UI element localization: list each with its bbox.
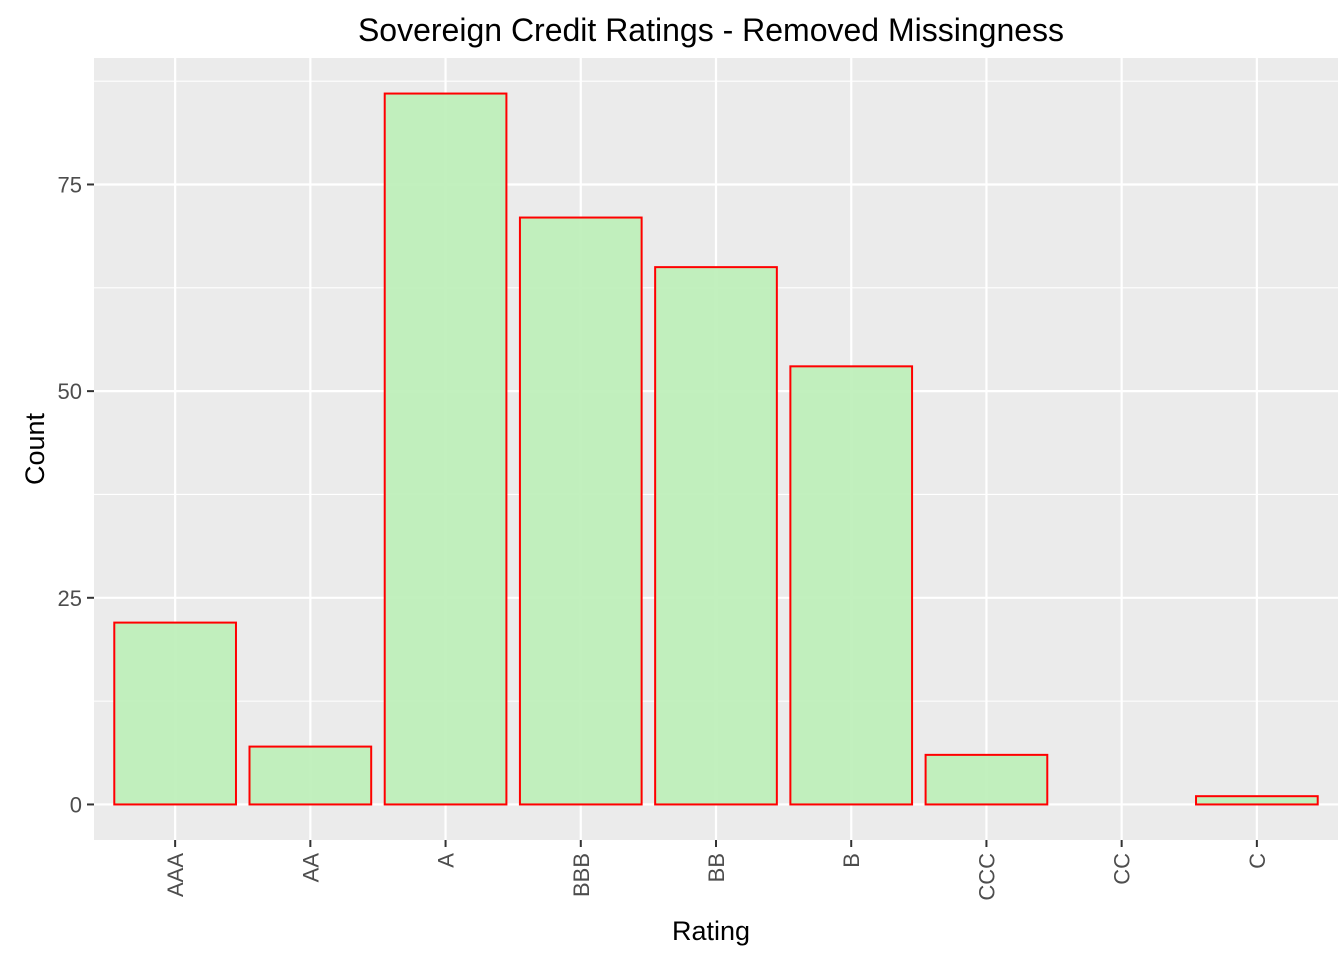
chart-title: Sovereign Credit Ratings - Removed Missi…	[358, 12, 1064, 48]
x-axis-title: Rating	[672, 916, 750, 946]
x-axis: AAA AA A BBB BB B CCC CC C	[163, 840, 1270, 901]
bar-c	[1195, 795, 1319, 806]
x-tick-label: AA	[298, 853, 323, 883]
x-tick-label: CCC	[974, 853, 999, 901]
y-axis: 0 25 50 75	[58, 172, 94, 817]
bar-bbb	[518, 216, 643, 806]
x-tick-label: AAA	[163, 853, 188, 897]
bar-aa	[248, 745, 373, 806]
y-tick-label: 0	[70, 792, 82, 817]
bar-b	[789, 365, 914, 806]
x-tick-label: B	[839, 853, 864, 868]
x-tick-label: BB	[704, 853, 729, 882]
bar-ccc	[924, 753, 1049, 806]
x-tick-label: BBB	[569, 853, 594, 897]
y-tick-label: 50	[58, 379, 82, 404]
y-tick-label: 75	[58, 172, 82, 197]
bars	[113, 92, 1319, 806]
x-tick-label: A	[434, 853, 459, 868]
y-axis-title: Count	[20, 412, 50, 485]
y-tick-label: 25	[58, 586, 82, 611]
x-tick-label: CC	[1110, 853, 1135, 885]
bar-aaa	[113, 621, 237, 806]
bar-bb	[654, 266, 778, 806]
bar-a	[383, 92, 508, 806]
x-tick-label: C	[1245, 853, 1270, 869]
